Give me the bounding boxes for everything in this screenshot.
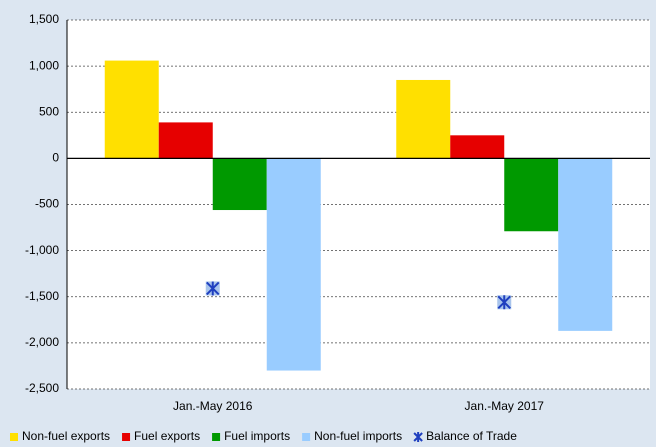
x-tick-label: Jan.-May 2016 — [173, 399, 253, 413]
y-tick-label: -1,000 — [25, 243, 59, 257]
y-tick-label: 1,500 — [29, 12, 59, 26]
bar — [266, 158, 321, 371]
legend-label: Balance of Trade — [426, 429, 517, 443]
balance-marker — [205, 281, 220, 296]
bar — [504, 158, 559, 232]
bar — [396, 79, 451, 159]
marker-part — [497, 295, 511, 310]
bar — [104, 60, 159, 159]
legend-label: Fuel imports — [224, 429, 290, 443]
y-tick-label: -1,500 — [25, 289, 59, 303]
legend-swatch — [302, 433, 311, 441]
balance-marker — [497, 295, 512, 310]
bar — [212, 158, 267, 211]
legend-label: Fuel exports — [134, 429, 200, 443]
bar — [558, 158, 613, 331]
legend-swatch — [122, 433, 131, 441]
legend-label: Non-fuel imports — [314, 429, 402, 443]
x-tick-label: Jan.-May 2017 — [465, 399, 545, 413]
legend-label: Non-fuel exports — [22, 429, 110, 443]
legend-swatch — [212, 433, 221, 441]
y-tick-label: 500 — [39, 104, 59, 118]
y-tick-label: -2,500 — [25, 381, 59, 395]
y-tick-label: -500 — [35, 197, 59, 211]
marker-part — [206, 281, 220, 296]
bar — [450, 135, 505, 159]
legend-swatch — [10, 433, 18, 441]
bar — [158, 122, 213, 159]
y-tick-label: 0 — [52, 151, 59, 165]
legend-marker — [413, 432, 423, 442]
y-tick-label: -2,000 — [25, 335, 59, 349]
y-tick-label: 1,000 — [29, 58, 59, 72]
